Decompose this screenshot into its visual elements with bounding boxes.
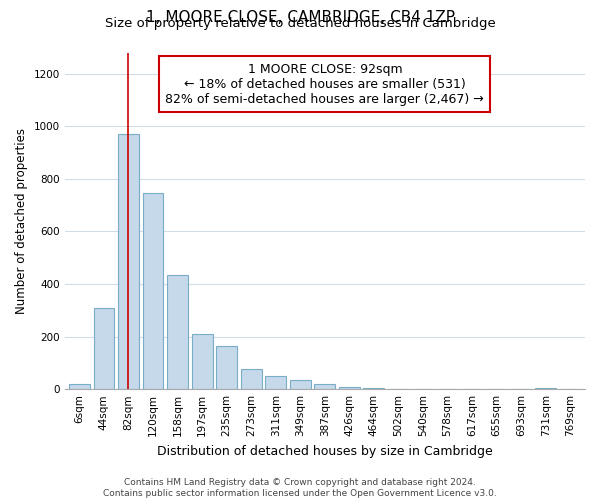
Text: 1 MOORE CLOSE: 92sqm
← 18% of detached houses are smaller (531)
82% of semi-deta: 1 MOORE CLOSE: 92sqm ← 18% of detached h… <box>166 62 484 106</box>
Text: 1, MOORE CLOSE, CAMBRIDGE, CB4 1ZP: 1, MOORE CLOSE, CAMBRIDGE, CB4 1ZP <box>146 10 455 25</box>
Bar <box>265 376 286 389</box>
Bar <box>167 275 188 389</box>
Text: Size of property relative to detached houses in Cambridge: Size of property relative to detached ho… <box>104 18 496 30</box>
Y-axis label: Number of detached properties: Number of detached properties <box>15 128 28 314</box>
X-axis label: Distribution of detached houses by size in Cambridge: Distribution of detached houses by size … <box>157 444 493 458</box>
Text: Contains HM Land Registry data © Crown copyright and database right 2024.
Contai: Contains HM Land Registry data © Crown c… <box>103 478 497 498</box>
Bar <box>314 384 335 389</box>
Bar <box>364 388 385 389</box>
Bar <box>94 308 115 389</box>
Bar <box>143 193 163 389</box>
Bar <box>535 388 556 389</box>
Bar <box>191 334 212 389</box>
Bar <box>290 380 311 389</box>
Bar <box>69 384 90 389</box>
Bar <box>216 346 237 389</box>
Bar <box>339 386 360 389</box>
Bar <box>118 134 139 389</box>
Bar <box>241 370 262 389</box>
